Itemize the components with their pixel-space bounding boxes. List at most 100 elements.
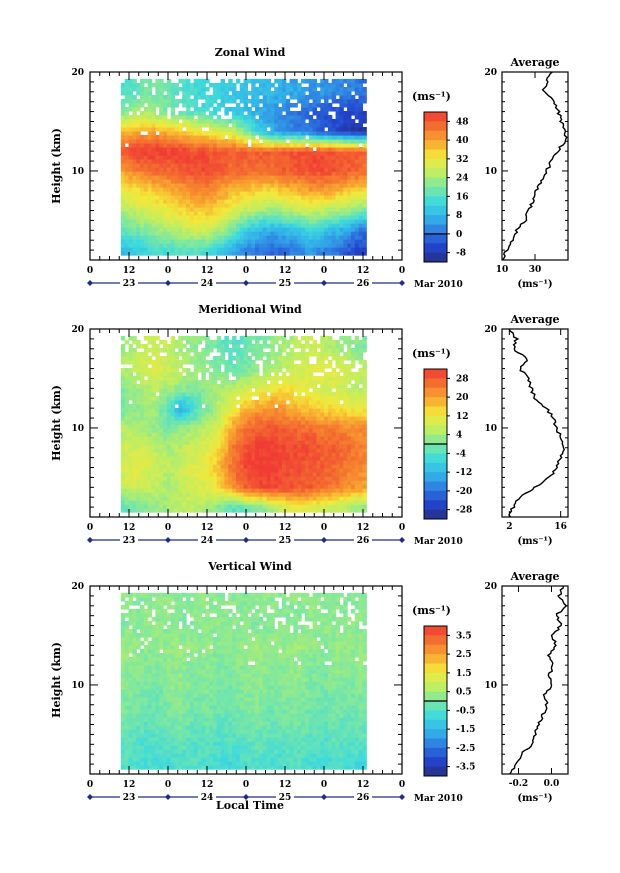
heatmap-cell: [289, 432, 294, 437]
heatmap-cell: [186, 191, 191, 196]
heatmap-cell: [320, 508, 325, 513]
heatmap-cell: [324, 399, 329, 405]
heatmap-cell: [358, 138, 364, 144]
heatmap-cell: [170, 195, 176, 200]
heatmap-cell: [358, 227, 364, 232]
heatmap-cell: [301, 480, 306, 485]
heatmap-cell: [278, 444, 283, 449]
heatmap-cell: [339, 247, 344, 252]
heatmap-cell: [347, 195, 352, 200]
heatmap-cell: [251, 211, 256, 216]
heatmap-cell: [281, 86, 287, 92]
heatmap-cell: [174, 387, 179, 393]
heatmap-cell: [320, 118, 325, 124]
heatmap-cell: [128, 122, 133, 128]
heatmap-cell: [350, 436, 356, 441]
heatmap-cell: [224, 82, 229, 88]
heatmap-cell: [285, 106, 291, 112]
heatmap-cell: [232, 496, 237, 501]
heatmap-cell: [170, 243, 176, 248]
heatmap-cell: [285, 114, 291, 120]
heatmap-cell: [143, 472, 149, 477]
heatmap-cell: [285, 191, 291, 196]
heatmap-cell: [274, 211, 279, 216]
heatmap-cell: [232, 508, 237, 513]
heatmap-cell: [147, 179, 153, 184]
heatmap-cell: [343, 403, 348, 409]
heatmap-cell: [297, 150, 302, 156]
heatmap-cell: [163, 138, 168, 144]
heatmap-cell: [228, 82, 233, 88]
heatmap-cell: [343, 432, 348, 437]
heatmap-cell: [293, 452, 298, 457]
heatmap-cell: [255, 187, 260, 192]
heatmap-cell: [224, 223, 229, 228]
heatmap-cell: [335, 122, 341, 128]
heatmap-cell: [189, 187, 195, 192]
heatmap-cell: [212, 504, 218, 509]
heatmap-cell: [189, 448, 195, 453]
heatmap-cell: [293, 207, 298, 212]
heatmap-cell: [132, 488, 137, 493]
heatmap-cell: [174, 488, 179, 493]
heatmap-cell: [128, 423, 133, 429]
heatmap-cell: [170, 191, 176, 196]
heatmap-cell: [289, 440, 294, 445]
heatmap-cell: [235, 387, 241, 393]
heatmap-cell: [128, 118, 133, 124]
heatmap-cell: [163, 235, 168, 240]
heatmap-cell: [124, 78, 130, 84]
heatmap-cell: [278, 82, 283, 88]
heatmap-cell: [347, 207, 352, 212]
heatmap-cell: [128, 162, 133, 168]
heatmap-cell: [235, 122, 241, 128]
heatmap-cell: [304, 468, 310, 473]
heatmap-cell: [281, 427, 287, 433]
heatmap-cell: [358, 78, 364, 84]
heatmap-cell: [297, 146, 302, 152]
heatmap-cell: [285, 86, 291, 92]
heatmap-cell: [174, 199, 179, 204]
heatmap-cell: [343, 142, 348, 148]
heatmap-cell: [155, 154, 160, 160]
heatmap-cell: [281, 150, 287, 156]
heatmap-cell: [232, 162, 237, 168]
heatmap-cell: [178, 191, 183, 196]
heatmap-cell: [308, 154, 314, 160]
heatmap-cell: [232, 411, 237, 417]
heatmap-cell: [350, 195, 356, 200]
heatmap-cell: [220, 154, 225, 160]
heatmap-cell: [155, 379, 160, 385]
heatmap-cell: [304, 158, 310, 164]
heatmap-cell: [301, 427, 306, 433]
heatmap-cell: [312, 444, 317, 449]
profile-unit: (ms⁻¹): [517, 279, 552, 290]
heatmap-cell: [274, 472, 279, 477]
heatmap-cell: [251, 162, 256, 168]
heatmap-cell: [136, 122, 141, 128]
heatmap-cell: [140, 251, 145, 256]
heatmap-cell: [143, 468, 149, 473]
heatmap-cell: [301, 146, 306, 152]
heatmap-cell: [128, 102, 133, 108]
heatmap-cell: [312, 90, 317, 96]
heatmap-cell: [354, 247, 360, 252]
heatmap-cell: [358, 106, 364, 112]
heatmap-cell: [132, 158, 137, 164]
heatmap-cell: [205, 231, 210, 236]
heatmap-cell: [251, 383, 256, 389]
heatmap-cell: [308, 395, 314, 401]
heatmap-cell: [132, 492, 137, 497]
heatmap-cell: [120, 235, 126, 240]
heatmap-cell: [209, 146, 214, 152]
heatmap-cell: [320, 203, 325, 208]
heatmap-cell: [228, 219, 233, 224]
heatmap-cell: [159, 110, 164, 116]
heatmap-cell: [239, 383, 245, 389]
heatmap-cell: [281, 440, 287, 445]
heatmap-cell: [281, 195, 287, 200]
heatmap-cell: [132, 78, 137, 84]
heatmap-cell: [293, 480, 298, 485]
heatmap-cell: [262, 106, 268, 112]
